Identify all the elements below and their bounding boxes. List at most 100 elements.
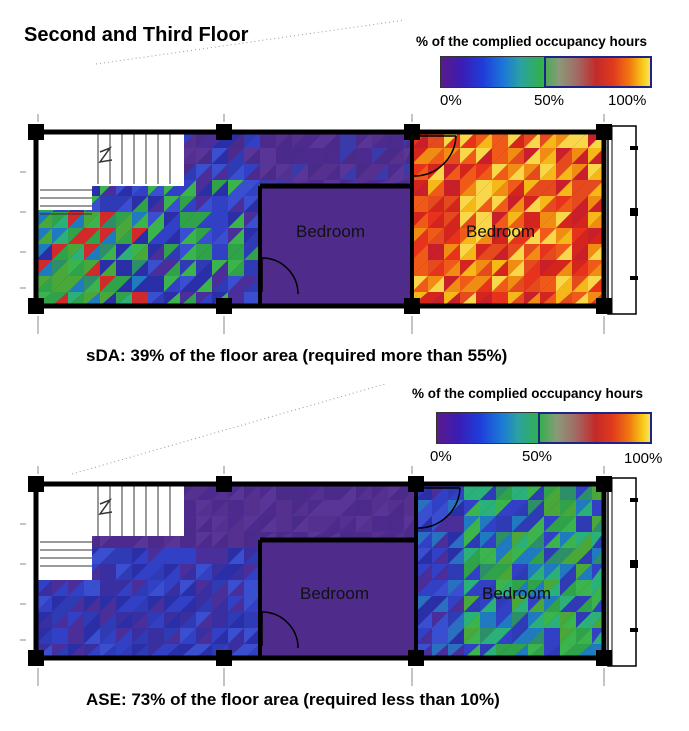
heat-cell [588,260,604,276]
heat-cell [496,484,512,500]
heat-cell [308,500,324,516]
heat-cell [508,260,524,276]
heat-cell [416,500,432,516]
heat-cell [592,596,604,612]
heat-cell [464,612,480,628]
heat-cell [324,164,340,180]
column [596,298,612,314]
heat-cell [132,228,148,244]
balcony-post [630,276,638,280]
heat-cell [132,548,148,564]
heat-cell [260,484,276,500]
heat-cell [544,548,560,564]
heat-cell [180,276,196,292]
heat-cell [356,484,372,500]
heat-cell [196,260,212,276]
heat-cell [148,196,164,212]
heat-cell [116,212,132,228]
heat-cell [476,212,492,228]
heat-cell [556,164,572,180]
heat-cell [588,244,604,260]
heat-cell [480,596,496,612]
heat-cell [428,276,444,292]
heat-cell [100,612,116,628]
heat-cell [196,564,212,580]
floor-plan-drawing [20,466,638,686]
heat-cell [412,180,428,196]
heat-cell [228,516,244,532]
floor-plan-drawing [20,114,638,334]
heat-cell [228,180,244,196]
heat-cell [576,580,592,596]
column [404,298,420,314]
heat-cell [524,180,540,196]
heat-cell [212,260,228,276]
heat-cell [196,628,212,644]
heat-cell [508,228,524,244]
legend-bottom: % of the complied occupancy hours 0% 50%… [408,386,683,468]
legend-tick-100: 100% [624,450,663,467]
heat-cell [492,260,508,276]
heat-cell [556,148,572,164]
heat-cell [180,612,196,628]
heat-cell [196,244,212,260]
heat-cell [544,628,560,644]
heat-cell [132,644,148,658]
heat-cell [52,628,68,644]
heat-cell [512,500,528,516]
heat-cell [132,244,148,260]
heat-cell [36,260,52,276]
heat-cell [416,596,432,612]
heat-cell [528,612,544,628]
heat-cell [388,148,404,164]
heat-cell [228,628,244,644]
heat-cell [180,532,196,548]
heat-cell [244,484,260,500]
heat-cell [244,516,260,532]
heat-cell [464,516,480,532]
door-swing [261,257,299,295]
heat-cell [592,612,604,628]
heat-cell [132,628,148,644]
heat-cell [556,132,572,148]
heat-cell [276,132,292,148]
heat-cell [212,148,228,164]
heat-cell [148,564,164,580]
heat-cell [212,276,228,292]
heat-cell [572,164,588,180]
heat-cell [432,596,448,612]
heat-cell [592,516,604,532]
heat-cell [116,596,132,612]
heat-cell [464,548,480,564]
heat-cell [116,292,132,306]
heat-cell [100,276,116,292]
heat-cell [576,484,592,500]
heat-cell [132,212,148,228]
heat-cell [212,244,228,260]
heat-cell [432,580,448,596]
heat-cell [508,180,524,196]
heat-cell [244,500,260,516]
heat-cell [460,244,476,260]
heat-cell [540,260,556,276]
heat-cell [460,260,476,276]
heat-cell [244,548,260,564]
heat-cell [340,164,356,180]
heat-cell [100,228,116,244]
heat-cell [480,532,496,548]
heat-cell [432,532,448,548]
heat-cell [372,132,388,148]
heat-cell [464,628,480,644]
heat-cell [36,596,52,612]
heat-cell [544,516,560,532]
heat-cell [444,276,460,292]
heat-cell [544,596,560,612]
stair-arrow [98,498,113,516]
heat-cell [100,212,116,228]
column [404,124,420,140]
heat-cell [448,564,464,580]
balcony-post [630,628,638,632]
heat-cell [496,580,512,596]
highlight-range-box [538,412,652,444]
